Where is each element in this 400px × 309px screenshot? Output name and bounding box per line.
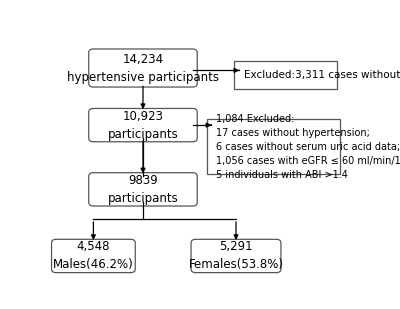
- FancyBboxPatch shape: [191, 239, 281, 273]
- FancyBboxPatch shape: [234, 61, 337, 89]
- FancyBboxPatch shape: [52, 239, 135, 273]
- Text: 9839
participants: 9839 participants: [108, 174, 178, 205]
- Text: 10,923
participants: 10,923 participants: [108, 110, 178, 141]
- Text: 4,548
Males(46.2%): 4,548 Males(46.2%): [53, 240, 134, 272]
- Text: 14,234
hypertensive participants: 14,234 hypertensive participants: [67, 53, 219, 83]
- FancyBboxPatch shape: [206, 119, 340, 174]
- FancyBboxPatch shape: [89, 49, 197, 87]
- FancyBboxPatch shape: [89, 108, 197, 142]
- Text: 1,084 Excluded:
17 cases without hypertension;
6 cases without serum uric acid d: 1,084 Excluded: 17 cases without hyperte…: [216, 113, 400, 180]
- Text: Excluded:3,311 cases without ABI: Excluded:3,311 cases without ABI: [244, 70, 400, 80]
- FancyBboxPatch shape: [89, 173, 197, 206]
- Text: 5,291
Females(53.8%): 5,291 Females(53.8%): [188, 240, 284, 272]
